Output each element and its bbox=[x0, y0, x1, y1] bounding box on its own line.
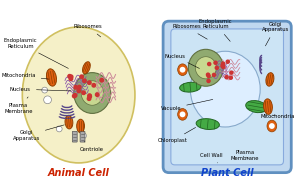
Ellipse shape bbox=[65, 115, 73, 129]
Circle shape bbox=[207, 79, 210, 82]
Circle shape bbox=[77, 85, 81, 89]
Circle shape bbox=[88, 95, 92, 98]
Text: Plasma
Membrane: Plasma Membrane bbox=[230, 150, 259, 161]
Circle shape bbox=[95, 93, 99, 96]
Text: Endoplasmic
Reticulum: Endoplasmic Reticulum bbox=[199, 19, 232, 41]
Circle shape bbox=[56, 126, 62, 132]
Circle shape bbox=[73, 94, 76, 98]
Circle shape bbox=[180, 67, 185, 73]
Text: Plasma
Membrane: Plasma Membrane bbox=[4, 97, 33, 114]
Text: Nucleus: Nucleus bbox=[10, 87, 71, 92]
Ellipse shape bbox=[82, 62, 90, 74]
Circle shape bbox=[69, 75, 73, 79]
Circle shape bbox=[68, 75, 71, 78]
Circle shape bbox=[269, 123, 275, 129]
Circle shape bbox=[42, 87, 48, 93]
Ellipse shape bbox=[46, 69, 56, 86]
Circle shape bbox=[69, 77, 73, 81]
Ellipse shape bbox=[264, 99, 272, 114]
Circle shape bbox=[212, 73, 215, 76]
Circle shape bbox=[92, 84, 96, 87]
Ellipse shape bbox=[77, 119, 85, 133]
Ellipse shape bbox=[178, 108, 188, 120]
Circle shape bbox=[83, 79, 86, 82]
Text: Mitochondria: Mitochondria bbox=[260, 114, 295, 119]
Text: Centriole: Centriole bbox=[80, 142, 104, 152]
Text: Cell Wall: Cell Wall bbox=[200, 153, 223, 163]
Circle shape bbox=[88, 94, 91, 97]
Circle shape bbox=[180, 111, 185, 117]
Circle shape bbox=[207, 74, 210, 78]
Circle shape bbox=[44, 96, 52, 104]
Circle shape bbox=[215, 66, 218, 69]
Circle shape bbox=[230, 71, 233, 74]
Ellipse shape bbox=[74, 73, 111, 113]
Ellipse shape bbox=[196, 119, 219, 130]
Circle shape bbox=[87, 97, 91, 100]
Circle shape bbox=[206, 73, 209, 76]
Circle shape bbox=[77, 89, 81, 93]
FancyBboxPatch shape bbox=[171, 29, 284, 165]
Text: Endoplasmic
Reticulum: Endoplasmic Reticulum bbox=[4, 38, 68, 68]
Ellipse shape bbox=[22, 27, 135, 163]
Ellipse shape bbox=[266, 73, 274, 86]
Text: Ribosomes: Ribosomes bbox=[172, 24, 207, 39]
Text: Golgi
Apparatus: Golgi Apparatus bbox=[262, 22, 289, 46]
Text: Ribosomes: Ribosomes bbox=[74, 24, 103, 37]
Ellipse shape bbox=[246, 101, 267, 113]
Text: Mitochondria: Mitochondria bbox=[1, 73, 49, 79]
Text: Vacuole: Vacuole bbox=[160, 99, 213, 111]
FancyBboxPatch shape bbox=[72, 131, 77, 142]
Ellipse shape bbox=[195, 57, 216, 79]
Circle shape bbox=[74, 94, 77, 97]
Ellipse shape bbox=[267, 120, 277, 132]
Circle shape bbox=[221, 62, 225, 65]
Circle shape bbox=[74, 86, 77, 89]
Text: Plant Cell: Plant Cell bbox=[201, 168, 253, 178]
Circle shape bbox=[80, 75, 83, 79]
Circle shape bbox=[208, 62, 211, 66]
Text: Nucleus: Nucleus bbox=[164, 54, 200, 68]
Circle shape bbox=[221, 64, 224, 67]
Circle shape bbox=[229, 76, 233, 79]
FancyBboxPatch shape bbox=[163, 21, 291, 173]
Ellipse shape bbox=[178, 64, 188, 76]
Circle shape bbox=[214, 61, 217, 64]
Text: Chloroplast: Chloroplast bbox=[158, 127, 196, 143]
Circle shape bbox=[82, 91, 85, 94]
Circle shape bbox=[225, 76, 228, 79]
Ellipse shape bbox=[81, 81, 103, 105]
Text: Animal Cell: Animal Cell bbox=[48, 168, 110, 178]
Text: Golgi
Apparatus: Golgi Apparatus bbox=[13, 125, 64, 141]
Ellipse shape bbox=[180, 82, 201, 92]
FancyBboxPatch shape bbox=[80, 131, 85, 142]
Circle shape bbox=[222, 65, 225, 68]
Circle shape bbox=[226, 60, 229, 63]
Ellipse shape bbox=[190, 51, 260, 127]
Circle shape bbox=[81, 133, 86, 139]
Circle shape bbox=[100, 78, 103, 82]
Circle shape bbox=[88, 81, 91, 84]
Ellipse shape bbox=[188, 49, 223, 86]
